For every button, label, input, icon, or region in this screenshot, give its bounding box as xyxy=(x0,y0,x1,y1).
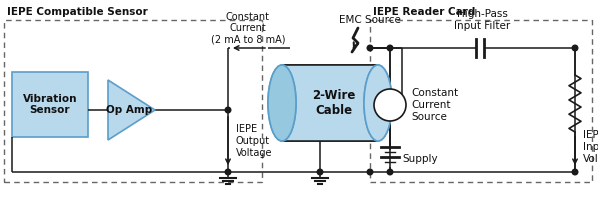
Text: Vibration
Sensor: Vibration Sensor xyxy=(23,94,77,115)
Text: 2-Wire
Cable: 2-Wire Cable xyxy=(312,89,356,117)
Circle shape xyxy=(225,169,231,175)
Circle shape xyxy=(572,169,578,175)
Circle shape xyxy=(374,89,406,121)
Ellipse shape xyxy=(268,65,296,141)
Circle shape xyxy=(225,107,231,113)
Bar xyxy=(282,65,378,141)
Text: Supply: Supply xyxy=(402,154,438,164)
Text: EMC Source: EMC Source xyxy=(339,15,401,25)
Bar xyxy=(282,65,378,141)
Circle shape xyxy=(367,169,373,175)
Bar xyxy=(4,20,262,182)
Ellipse shape xyxy=(364,65,392,141)
Ellipse shape xyxy=(268,65,296,141)
Circle shape xyxy=(387,169,393,175)
Circle shape xyxy=(367,45,373,51)
Circle shape xyxy=(317,169,323,175)
Circle shape xyxy=(572,45,578,51)
Bar xyxy=(370,20,592,182)
Text: IEPE Compatible Sensor: IEPE Compatible Sensor xyxy=(7,7,148,17)
Text: High-Pass
Input Filter: High-Pass Input Filter xyxy=(454,9,511,31)
Text: IEPE Reader Card: IEPE Reader Card xyxy=(373,7,475,17)
Polygon shape xyxy=(108,80,155,140)
Circle shape xyxy=(387,45,393,51)
Text: Op Amp: Op Amp xyxy=(106,105,152,115)
Text: Constant
Current
(2 mA to 8 mA): Constant Current (2 mA to 8 mA) xyxy=(210,12,285,45)
Text: IEPE
Input
Voltage: IEPE Input Voltage xyxy=(583,130,598,164)
Ellipse shape xyxy=(364,65,392,141)
Text: IEPE
Output
Voltage: IEPE Output Voltage xyxy=(236,124,273,158)
Text: Constant
Current
Source: Constant Current Source xyxy=(411,88,458,122)
Bar xyxy=(12,72,88,137)
